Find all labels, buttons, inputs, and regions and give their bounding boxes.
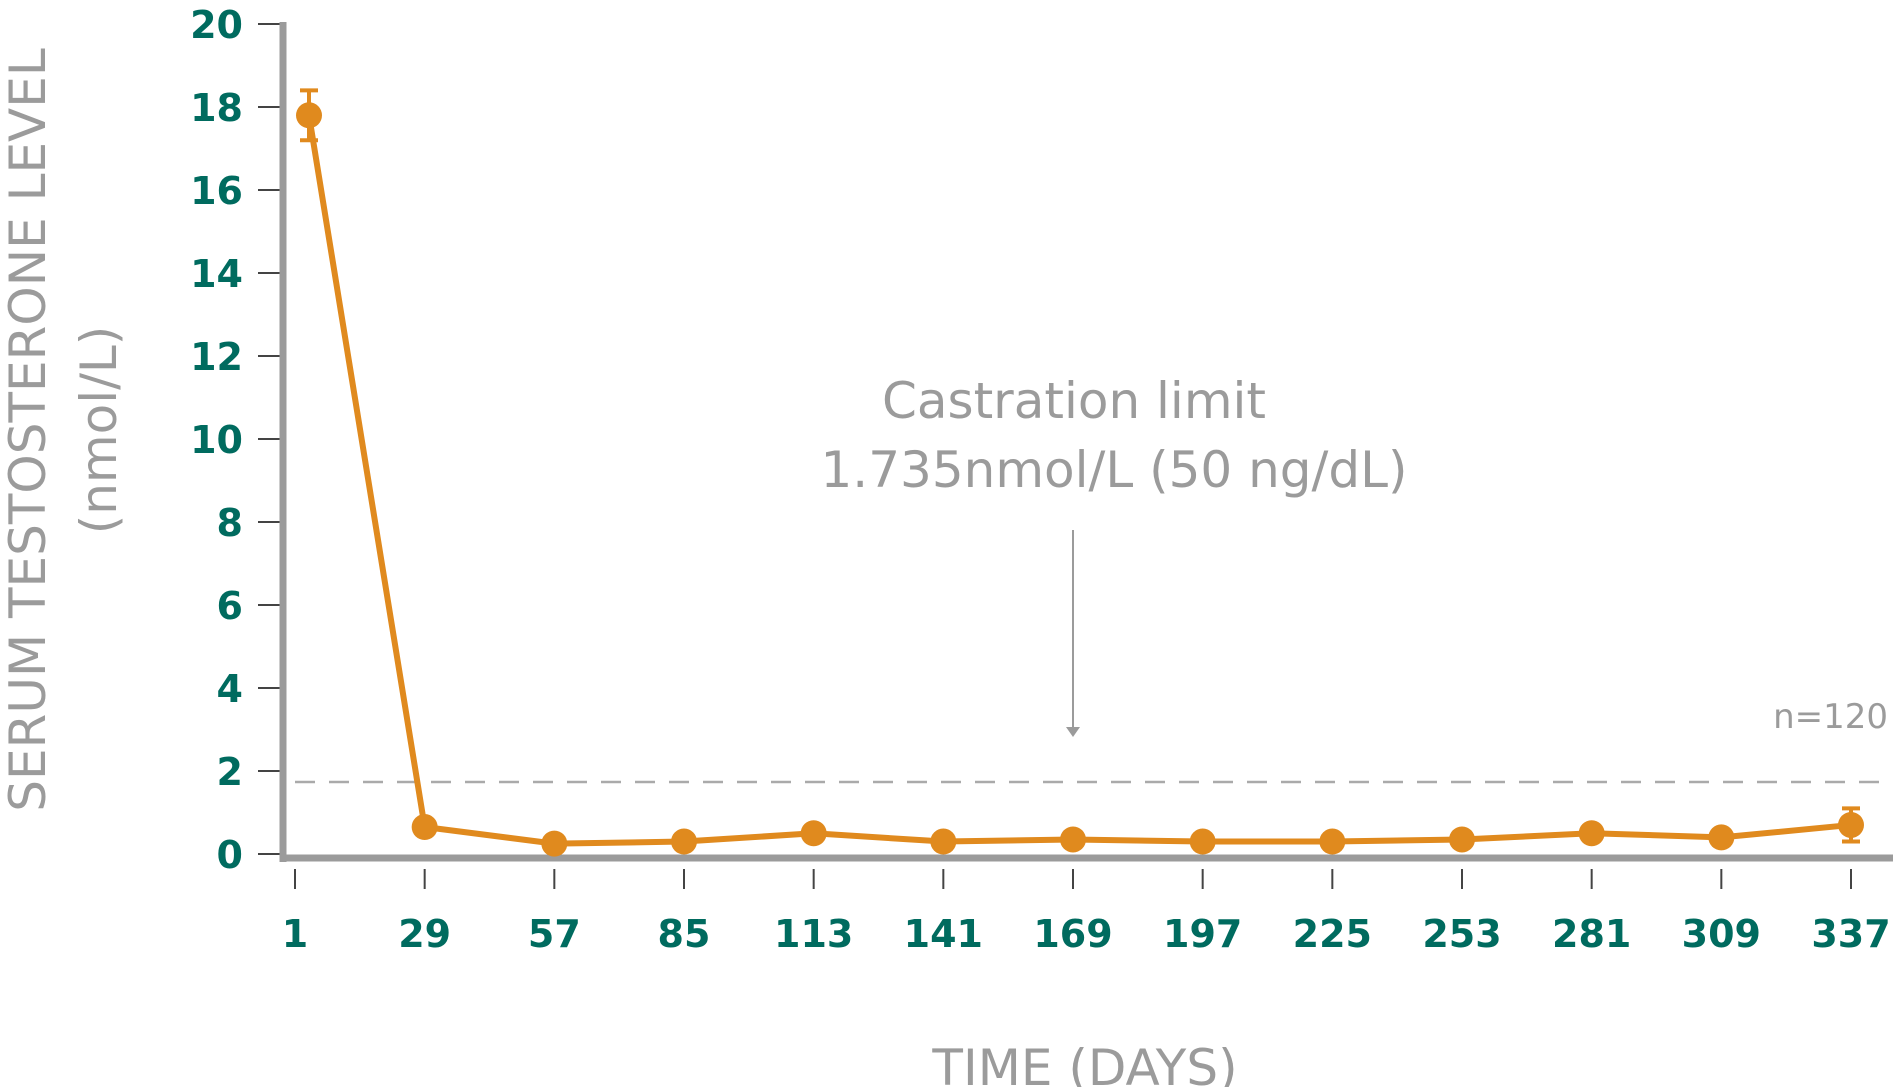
x-tick-label: 337	[1811, 912, 1890, 956]
x-tick-label: 197	[1163, 912, 1242, 956]
data-point	[1838, 811, 1864, 838]
x-tick-label: 57	[528, 912, 581, 956]
y-tick-label: 8	[217, 501, 243, 545]
data-point	[1708, 824, 1735, 851]
y-axis-unit: (nmol/L)	[70, 326, 128, 535]
y-tick-label: 10	[190, 418, 243, 462]
x-tick-label: 169	[1033, 912, 1112, 956]
x-tick-label: 309	[1682, 912, 1761, 956]
data-point	[296, 102, 322, 129]
plot-marks	[258, 22, 1893, 889]
x-tick-label: 141	[904, 912, 983, 956]
x-tick-label: 29	[398, 912, 451, 956]
x-axis-tick-labels: 1 29 57 85 113 141 169 197 225 253 281 309 337	[282, 912, 1891, 956]
data-point	[671, 828, 697, 855]
y-tick-label: 0	[217, 833, 243, 877]
data-point	[930, 828, 957, 855]
y-tick-label: 2	[217, 750, 243, 794]
y-tick-label: 6	[217, 584, 243, 628]
y-tick-label: 4	[217, 667, 243, 711]
y-tick-label: 14	[190, 252, 243, 296]
data-point	[411, 814, 438, 841]
data-point	[1319, 828, 1346, 855]
annotation-castration-limit: Castration limit	[882, 372, 1266, 430]
x-tick-label: 1	[282, 912, 308, 956]
y-tick-label: 18	[190, 86, 243, 130]
y-axis-tick-labels: 0 2 4 6 8 10 12 14 16 18 20	[190, 3, 243, 877]
data-point	[1449, 826, 1475, 853]
x-tick-label: 113	[774, 912, 853, 956]
data-point	[1060, 826, 1086, 853]
data-point	[1578, 820, 1605, 847]
data-point	[800, 820, 827, 847]
x-tick-label: 253	[1422, 912, 1501, 956]
y-tick-label: 20	[190, 3, 243, 47]
data-point	[1189, 828, 1216, 855]
x-tick-label: 85	[658, 912, 711, 956]
sample-size-note: n=120	[1773, 697, 1888, 737]
data-point	[541, 830, 568, 857]
y-axis-title: SERUM TESTOSTERONE LEVEL	[0, 48, 57, 812]
x-tick-label: 225	[1293, 912, 1372, 956]
annotation-castration-value: 1.735nmol/L (50 ng/dL)	[820, 441, 1407, 499]
x-tick-label: 281	[1552, 912, 1631, 956]
y-tick-label: 16	[190, 169, 243, 213]
x-axis-title: TIME (DAYS)	[931, 1039, 1237, 1087]
annotation-arrowhead-icon	[1066, 727, 1080, 737]
y-tick-label: 12	[190, 335, 243, 379]
